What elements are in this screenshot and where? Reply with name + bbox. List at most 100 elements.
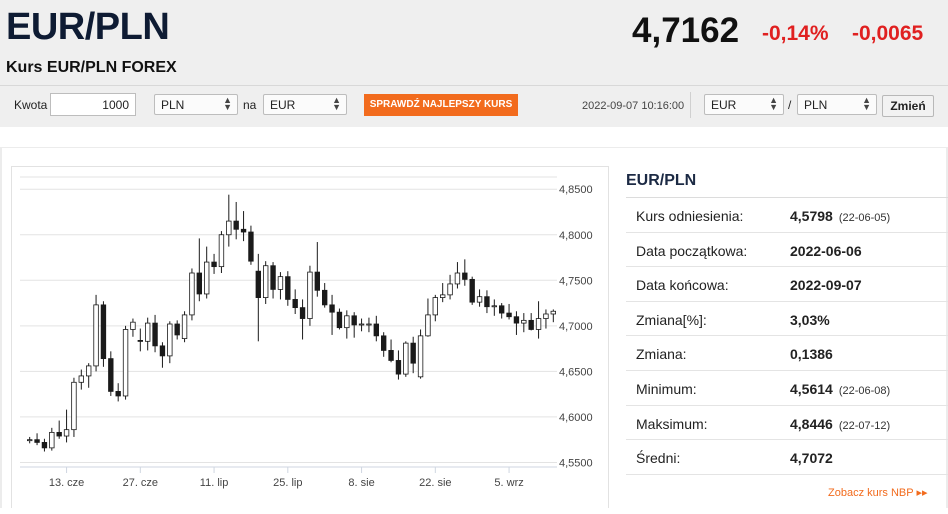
candle-body (314, 271, 320, 291)
candle-body (108, 358, 114, 392)
content-frame-top (0, 147, 948, 148)
candle-body (432, 297, 438, 316)
y-tick-label: 4,7000 (559, 321, 593, 333)
candle-body (115, 391, 121, 397)
pair-separator: / (788, 98, 792, 112)
stats-row: Minimum: 4,5614 (22-06-08) (626, 371, 948, 406)
candle-body (189, 272, 195, 316)
candle-body (513, 316, 520, 324)
stats-row: Maksimum: 4,8446 (22-07-12) (626, 406, 948, 441)
candle-body (417, 335, 424, 378)
x-tick-label: 22. sie (419, 477, 451, 489)
stats-date: (22-07-12) (838, 419, 891, 432)
change-absolute: -0,0065 (852, 22, 924, 45)
stats-title: EUR/PLN (626, 160, 948, 198)
candle-body (263, 265, 269, 298)
candle-body (174, 323, 180, 336)
candle-body (255, 270, 261, 298)
candle-body (366, 323, 372, 326)
candle-body (307, 271, 313, 319)
candle-body (137, 340, 143, 342)
candle-body (292, 299, 298, 309)
pair-title: EUR/PLN (6, 6, 170, 48)
stats-label: Data początkowa: (636, 242, 748, 259)
y-tick-label: 4,8500 (559, 184, 593, 196)
pair-quote-value: PLN (804, 98, 828, 112)
current-rate: 4,7162 (632, 11, 740, 50)
candle-body (528, 319, 534, 330)
candle-body (130, 321, 136, 330)
candle-body (56, 431, 62, 437)
stats-value: 4,5614 (22-06-08) (790, 380, 891, 397)
y-tick-label: 4,8000 (559, 230, 593, 242)
change-pair-button[interactable]: Zmień (882, 95, 934, 117)
select-arrows-icon: ▲ ▼ (862, 95, 871, 112)
stats-row: Kurs odniesienia: 4,5798 (22-06-05) (626, 198, 948, 233)
candle-body (410, 342, 416, 364)
to-currency-value: EUR (270, 98, 296, 112)
amount-input[interactable]: 1000 (50, 93, 136, 116)
candle-body (218, 234, 225, 268)
candle-body (181, 314, 188, 339)
candle-body (329, 304, 335, 313)
candle-body (145, 322, 151, 342)
select-arrows-icon: ▲ ▼ (332, 95, 341, 112)
candle-body (550, 310, 556, 315)
candle-body (248, 231, 254, 262)
nbp-rate-link[interactable]: Zobacz kurs NBP ▸▸ (828, 487, 928, 499)
amount-label: Kwota (14, 98, 48, 112)
candle-body (358, 323, 365, 326)
from-currency-select[interactable]: PLN ▲ ▼ (154, 94, 238, 115)
candle-body (211, 261, 217, 268)
candle-body (226, 220, 232, 236)
stats-row: Data początkowa: 2022-06-06 (626, 233, 948, 268)
pair-base-select[interactable]: EUR ▲ ▼ (704, 94, 784, 115)
converter-bar (0, 85, 948, 127)
candle-body (277, 276, 284, 290)
candle-body (27, 439, 33, 442)
candle-body (440, 294, 446, 298)
candle-body (34, 439, 40, 443)
stats-label: Średni: (636, 450, 681, 467)
candle-body (491, 305, 497, 308)
best-rate-button[interactable]: SPRAWDŹ NAJLEPSZY KURS (364, 94, 518, 116)
x-tick-label: 11. lip (200, 477, 229, 489)
y-tick-label: 4,6500 (559, 366, 593, 378)
candle-body (159, 345, 166, 357)
to-label: na (243, 98, 257, 112)
candle-body (196, 272, 202, 295)
x-tick-label: 25. lip (273, 477, 302, 489)
to-currency-select[interactable]: EUR ▲ ▼ (263, 94, 347, 115)
stats-row: Zmiana[%]: 3,03% (626, 302, 948, 337)
candle-body (535, 318, 542, 330)
candle-body (462, 272, 468, 280)
pair-quote-select[interactable]: PLN ▲ ▼ (797, 94, 877, 115)
candle-body (233, 220, 239, 230)
stats-label: Maksimum: (636, 415, 708, 432)
stats-row: Data końcowa: 2022-09-07 (626, 267, 948, 302)
candle-body (100, 304, 107, 360)
pair-subtitle: Kurs EUR/PLN FOREX (6, 59, 177, 76)
candle-body (63, 429, 70, 437)
candle-body (204, 261, 210, 295)
candle-body (373, 323, 379, 337)
candle-body (447, 283, 453, 296)
stats-value: 2022-09-07 (790, 277, 862, 294)
stats-date: (22-06-05) (838, 212, 891, 224)
candle-body (167, 323, 173, 357)
candle-body (469, 278, 475, 303)
y-tick-label: 4,5500 (559, 457, 593, 469)
content-frame-left (0, 147, 2, 508)
stats-row: Średni: 4,7072 (626, 440, 948, 475)
candle-body (344, 315, 350, 329)
stats-rows: Kurs odniesienia: 4,5798 (22-06-05) Data po… (626, 198, 948, 475)
stats-date: (22-06-08) (838, 384, 891, 397)
candle-body (336, 311, 343, 329)
candle-body (285, 276, 291, 300)
x-tick-label: 8. sie (348, 477, 374, 489)
pair-base-value: EUR (711, 98, 737, 112)
candle-body (299, 307, 306, 319)
y-tick-label: 4,6000 (559, 412, 593, 424)
stats-value: 0,1386 (790, 346, 833, 363)
candle-body (499, 305, 505, 314)
